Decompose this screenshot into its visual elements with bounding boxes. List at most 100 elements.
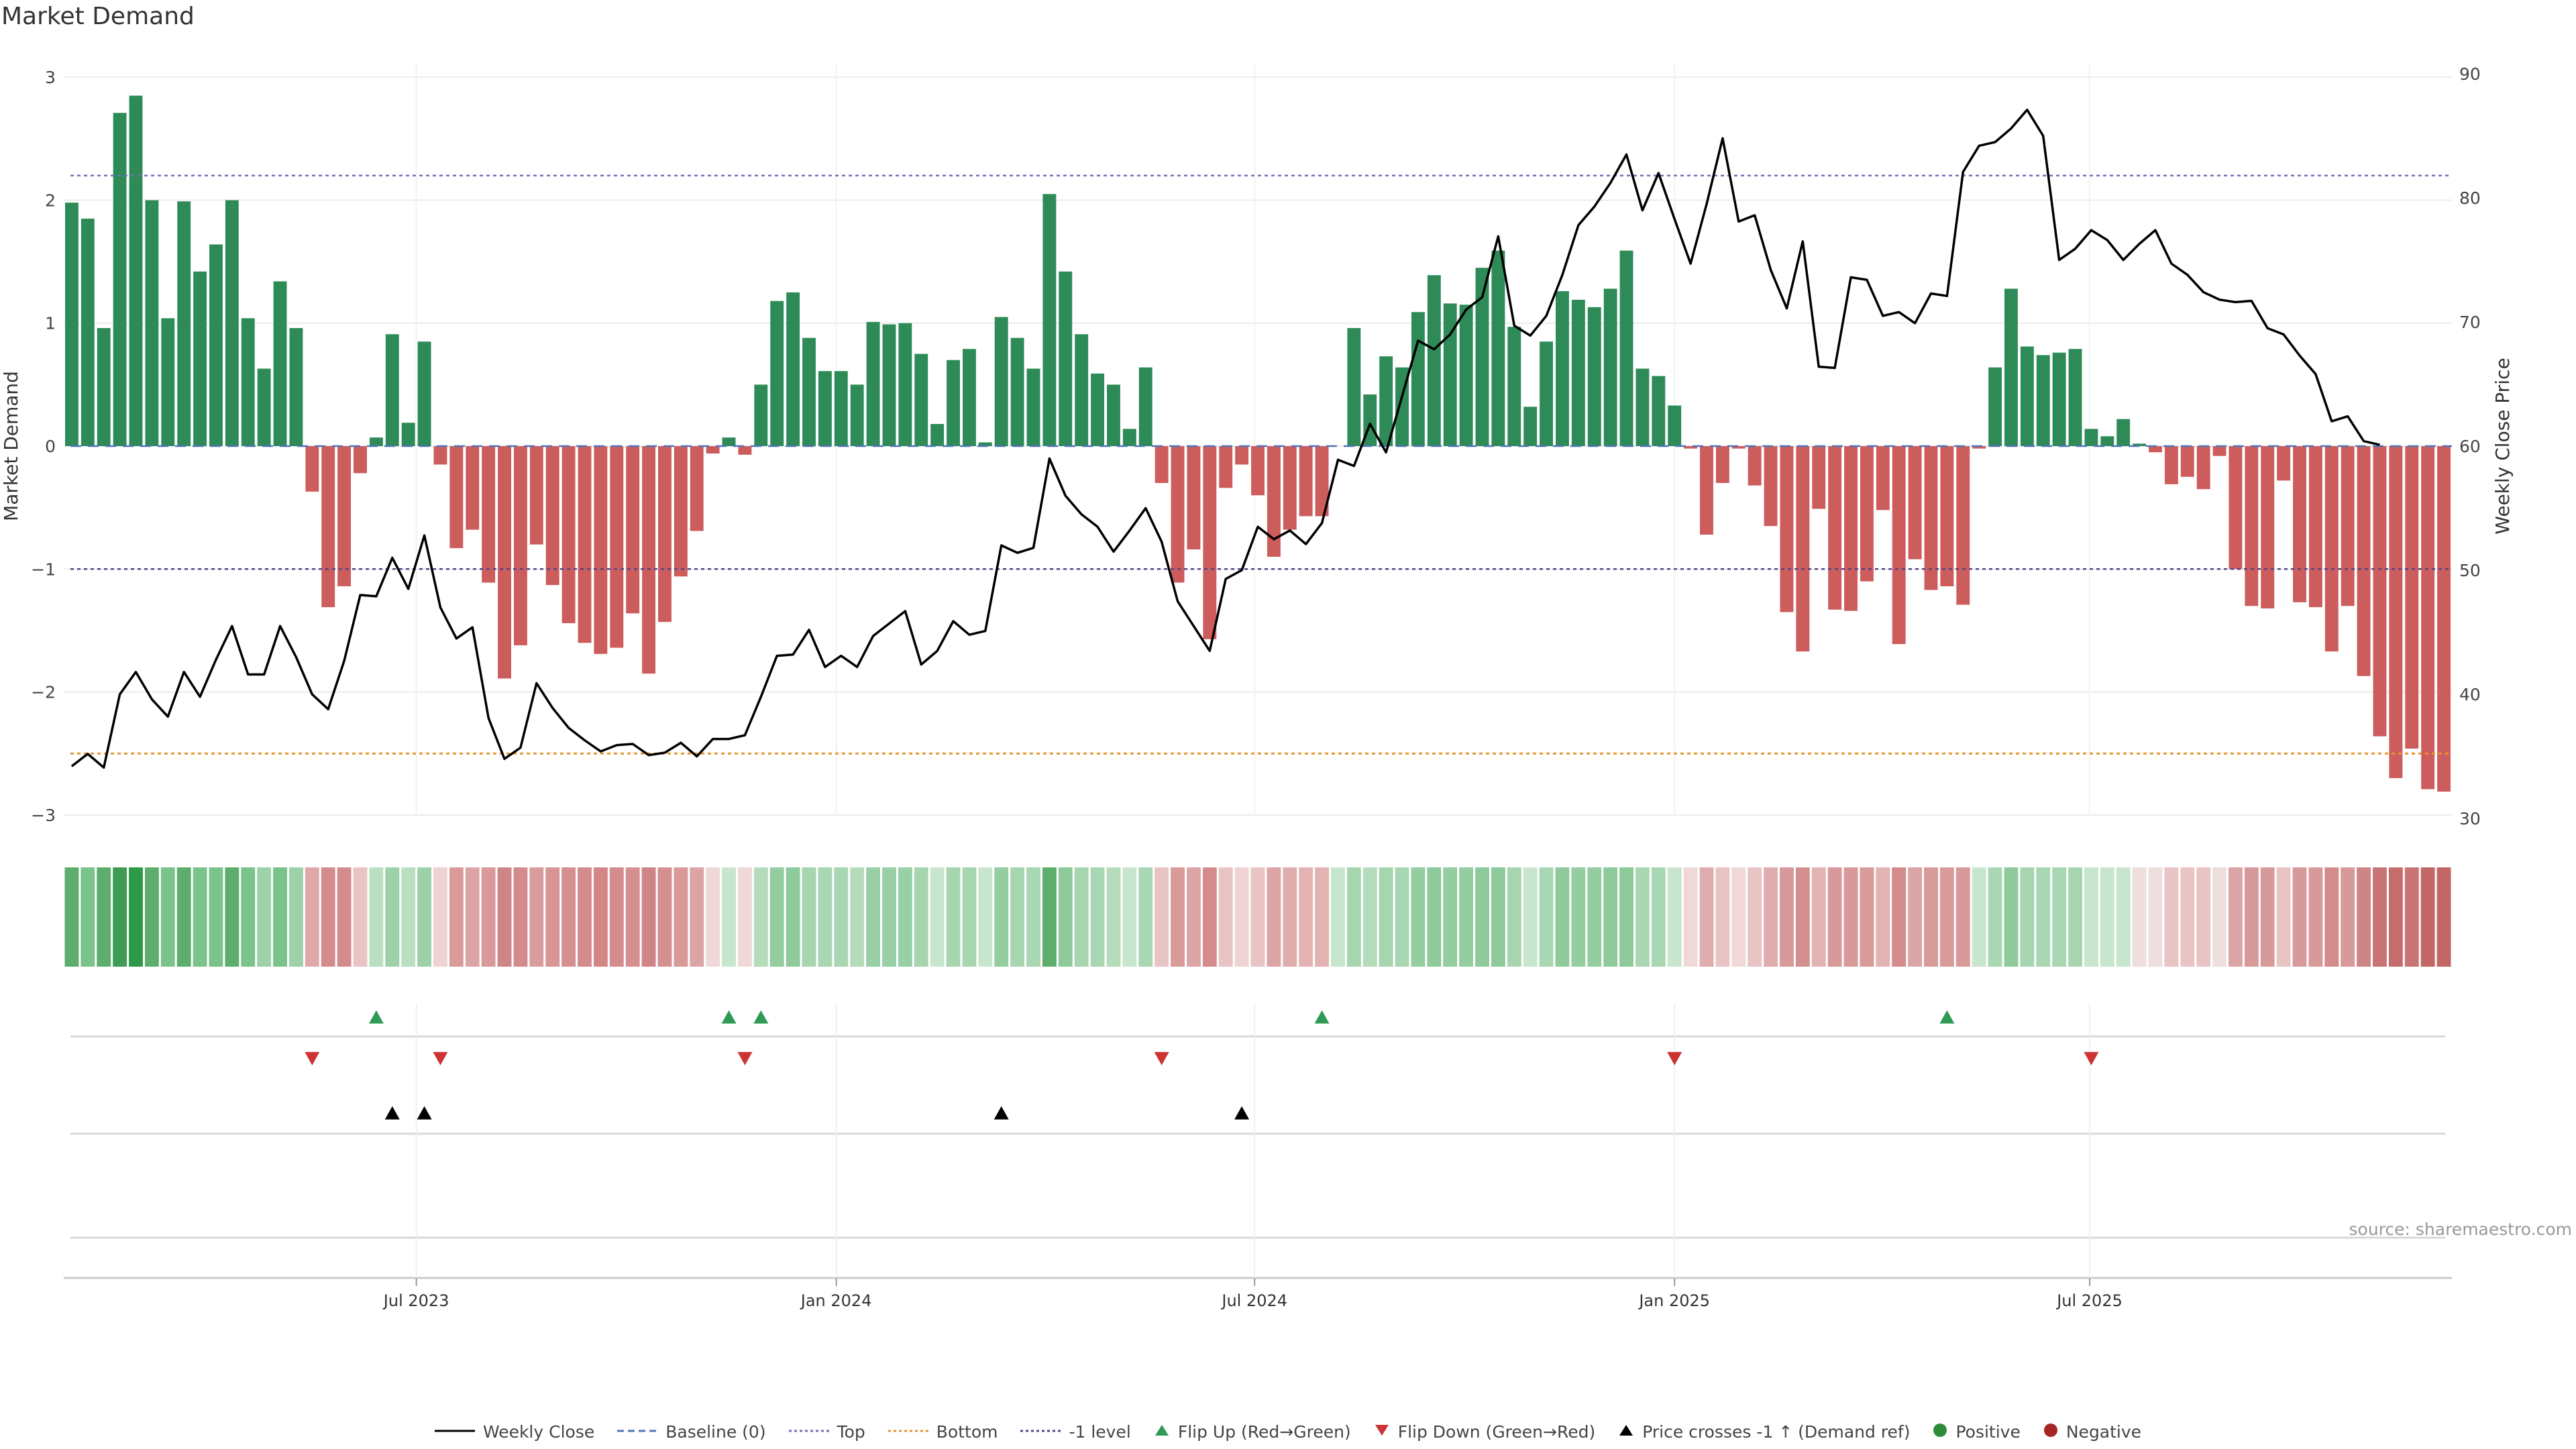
y-right-axis-label: Weekly Close Price bbox=[2491, 358, 2514, 534]
demand-bar bbox=[2229, 446, 2243, 570]
demand-bar bbox=[1026, 368, 1040, 446]
heat-strip-cell bbox=[2229, 867, 2243, 967]
price-cross-marker bbox=[417, 1106, 432, 1120]
demand-bar bbox=[706, 446, 720, 453]
demand-bar bbox=[529, 446, 543, 545]
flip-down-marker bbox=[737, 1052, 753, 1065]
legend-item: Flip Down (Green→Red) bbox=[1374, 1422, 1596, 1442]
legend-item: Price crosses -1 ↑ (Demand ref) bbox=[1618, 1422, 1910, 1442]
heat-strip-cell bbox=[1715, 867, 1730, 967]
demand-bar bbox=[385, 334, 399, 446]
demand-bar bbox=[1619, 250, 1633, 446]
heat-strip-cell bbox=[225, 867, 239, 967]
heat-strip-cell bbox=[337, 867, 352, 967]
demand-bar bbox=[1731, 446, 1746, 449]
legend-item: Weekly Close bbox=[434, 1422, 594, 1442]
demand-bar bbox=[642, 446, 656, 674]
heat-strip-cell bbox=[2068, 867, 2082, 967]
demand-bar bbox=[1187, 446, 1201, 549]
demand-bar bbox=[2341, 446, 2355, 606]
demand-bar bbox=[2149, 446, 2162, 453]
heat-strip-cell bbox=[2196, 867, 2211, 967]
demand-bar bbox=[722, 437, 736, 446]
heat-strip-cell bbox=[1571, 867, 1586, 967]
heat-strip-cell bbox=[2357, 867, 2371, 967]
y-right-tick-label: 40 bbox=[2459, 685, 2481, 704]
demand-bar bbox=[786, 292, 800, 446]
x-tick-label: Jan 2024 bbox=[800, 1291, 872, 1310]
heat-strip-cell bbox=[2116, 867, 2131, 967]
demand-bar bbox=[2437, 446, 2451, 792]
flip-up-marker bbox=[721, 1010, 737, 1024]
heat-strip-cell bbox=[2341, 867, 2355, 967]
heat-strip-cell bbox=[2020, 867, 2035, 967]
heat-strip-cell bbox=[353, 867, 368, 967]
source-note: source: sharemaestro.com bbox=[2349, 1220, 2573, 1239]
legend-symbol bbox=[888, 1422, 928, 1442]
heat-strip-cell bbox=[1171, 867, 1185, 967]
legend-symbol bbox=[2043, 1422, 2058, 1442]
demand-bar bbox=[658, 446, 672, 623]
demand-bar bbox=[1844, 446, 1858, 611]
heat-strip-cell bbox=[2292, 867, 2307, 967]
heat-strip-cell bbox=[1523, 867, 1538, 967]
demand-bar bbox=[1940, 446, 1954, 586]
demand-bar bbox=[1347, 328, 1361, 446]
demand-bar bbox=[994, 317, 1008, 446]
heat-strip-cell bbox=[1122, 867, 1137, 967]
heat-strip-cell bbox=[737, 867, 752, 967]
demand-bar bbox=[898, 323, 912, 446]
heat-strip-cell bbox=[2420, 867, 2435, 967]
heat-strip-cell bbox=[1026, 867, 1040, 967]
demand-bar bbox=[80, 218, 95, 446]
demand-bar bbox=[2389, 446, 2403, 778]
heat-strip-cell bbox=[2260, 867, 2275, 967]
heat-strip-cell bbox=[1972, 867, 1986, 967]
demand-bar bbox=[466, 446, 480, 530]
legend-symbol bbox=[1154, 1422, 1170, 1442]
demand-bar bbox=[1684, 446, 1698, 449]
heat-strip-cell bbox=[818, 867, 833, 967]
heat-strip-cell bbox=[97, 867, 111, 967]
heat-strip-cell bbox=[305, 867, 319, 967]
demand-bar bbox=[1267, 446, 1281, 557]
legend-symbol bbox=[788, 1422, 829, 1442]
y-left-axis-label: Market Demand bbox=[0, 371, 22, 521]
legend-item: Positive bbox=[1933, 1422, 2021, 1442]
demand-bar bbox=[2116, 419, 2131, 446]
legend-symbol bbox=[1020, 1422, 1061, 1442]
heat-strip-cell bbox=[2084, 867, 2098, 967]
demand-bar bbox=[369, 437, 383, 446]
demand-bar bbox=[209, 244, 223, 446]
heat-strip-cell bbox=[802, 867, 816, 967]
demand-bar bbox=[1715, 446, 1729, 483]
heat-strip-cell bbox=[288, 867, 303, 967]
demand-bar bbox=[2084, 429, 2098, 446]
demand-bar bbox=[1956, 446, 1970, 605]
demand-bar bbox=[1507, 327, 1521, 446]
heat-strip-cell bbox=[578, 867, 592, 967]
heat-strip-cell bbox=[176, 867, 191, 967]
heat-strip-cell bbox=[1250, 867, 1265, 967]
flip-down-marker bbox=[2084, 1052, 2099, 1065]
demand-bar bbox=[1475, 268, 1489, 446]
heat-strip-cell bbox=[1780, 867, 1794, 967]
demand-bar bbox=[65, 203, 78, 446]
demand-bar bbox=[513, 446, 527, 645]
heat-strip-cell bbox=[273, 867, 287, 967]
heat-strip-cell bbox=[2276, 867, 2291, 967]
demand-bar bbox=[2004, 288, 2018, 446]
demand-bar bbox=[2020, 346, 2034, 446]
legend-item: -1 level bbox=[1020, 1422, 1131, 1442]
demand-bar bbox=[2308, 446, 2322, 608]
legend-label: Flip Up (Red→Green) bbox=[1177, 1422, 1351, 1442]
y-right-tick-label: 80 bbox=[2459, 189, 2481, 208]
legend-label: Flip Down (Green→Red) bbox=[1397, 1422, 1596, 1442]
heat-strip-cell bbox=[722, 867, 736, 967]
demand-bar bbox=[834, 371, 848, 446]
heat-strip-cell bbox=[1138, 867, 1153, 967]
heat-strip-cell bbox=[241, 867, 256, 967]
heat-strip-cell bbox=[1699, 867, 1714, 967]
y-left-tick-label: −3 bbox=[31, 806, 56, 825]
legend-symbol bbox=[1618, 1422, 1634, 1442]
